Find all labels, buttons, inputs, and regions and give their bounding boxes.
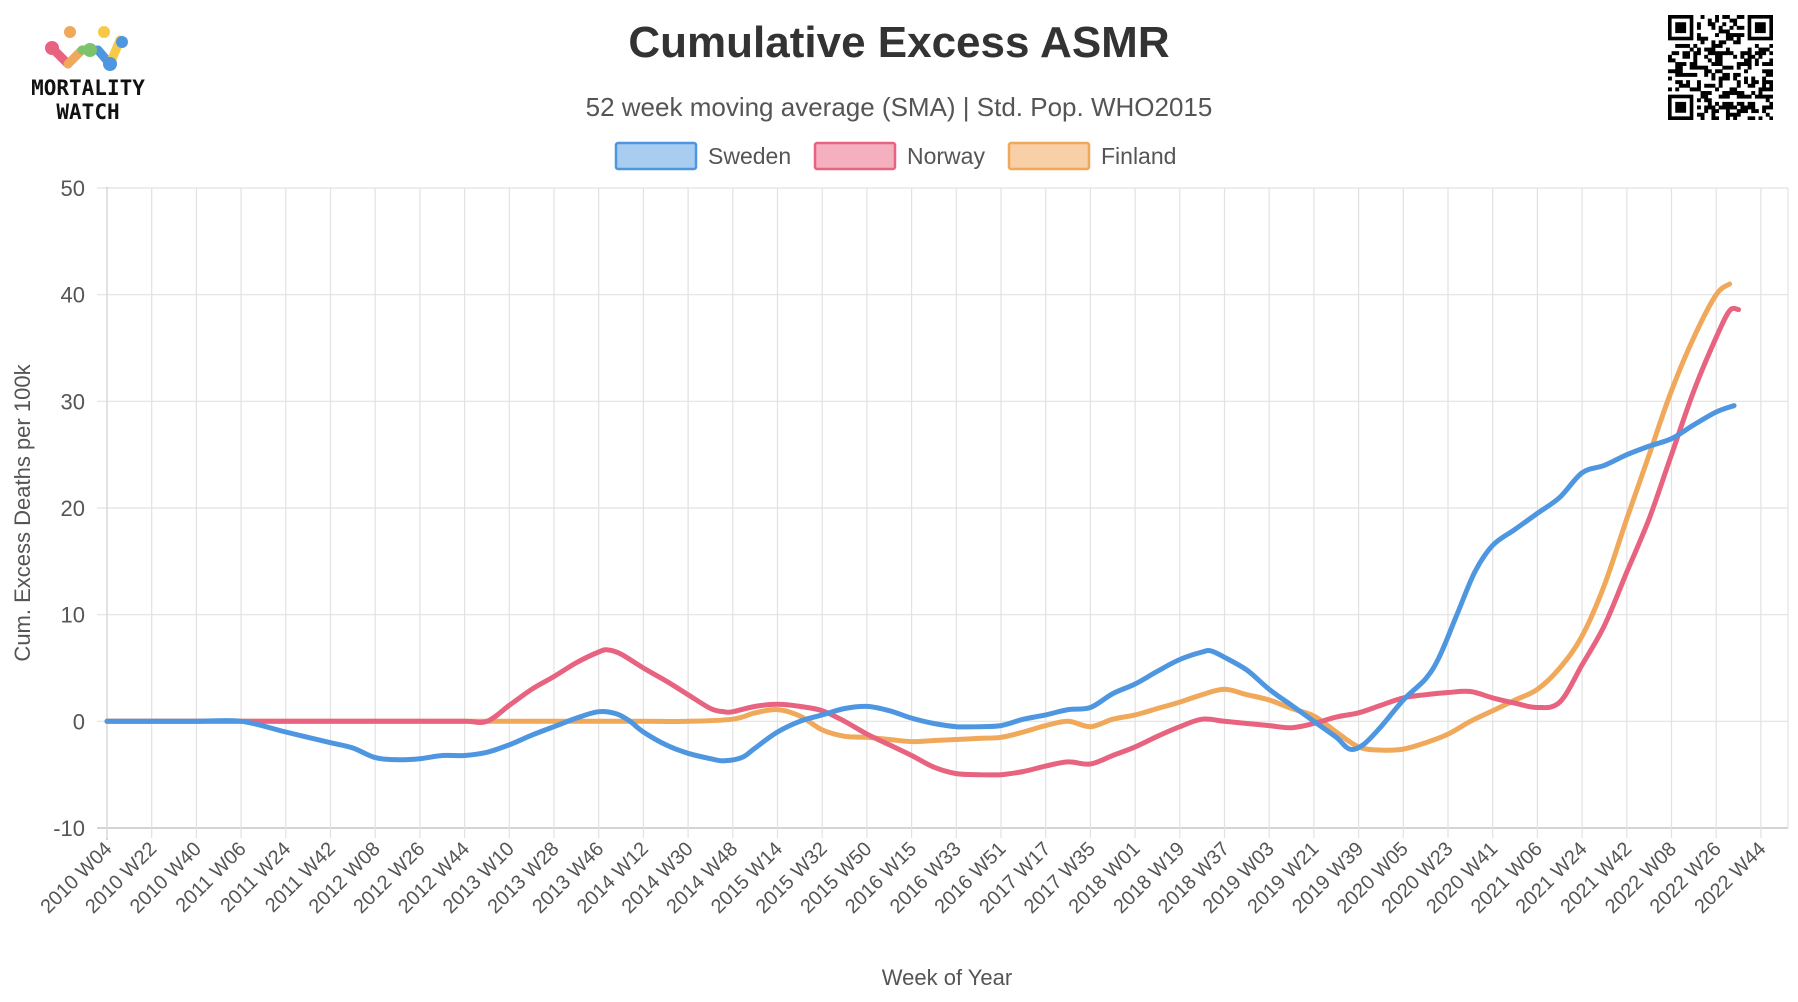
qr-code[interactable] bbox=[1668, 15, 1774, 121]
legend-item-norway[interactable]: Norway bbox=[813, 141, 985, 171]
series-line-norway[interactable] bbox=[104, 305, 1742, 778]
chart-subtitle: 52 week moving average (SMA) | Std. Pop.… bbox=[585, 92, 1213, 122]
logo-text-line2: WATCH bbox=[56, 100, 119, 124]
chart-legend[interactable]: Sweden Norway Finland bbox=[614, 141, 1176, 171]
legend-label: Sweden bbox=[708, 143, 791, 169]
y-axis-ticks: 50 40 30 20 10 0 -10 bbox=[53, 176, 85, 841]
series-line-finland[interactable] bbox=[104, 281, 1733, 753]
series-line-sweden[interactable] bbox=[104, 403, 1737, 764]
y-axis-label: Cum. Excess Deaths per 100k bbox=[10, 363, 35, 661]
legend-item-finland[interactable]: Finland bbox=[1007, 141, 1176, 171]
y-tick-label: 20 bbox=[61, 496, 85, 521]
legend-label: Norway bbox=[907, 143, 985, 169]
mortality-watch-logo: MORTALITY WATCH bbox=[10, 10, 170, 125]
legend-label: Finland bbox=[1101, 143, 1176, 169]
y-tick-label: 10 bbox=[61, 603, 85, 628]
legend-swatch bbox=[614, 141, 698, 171]
logo-text-line1: MORTALITY bbox=[31, 76, 145, 100]
legend-item-sweden[interactable]: Sweden bbox=[614, 141, 791, 171]
y-tick-label: 40 bbox=[61, 283, 85, 308]
y-tick-label: 30 bbox=[61, 389, 85, 414]
legend-swatch bbox=[1007, 141, 1091, 171]
chart-title: Cumulative Excess ASMR bbox=[628, 18, 1170, 67]
x-axis-label: Week of Year bbox=[882, 965, 1012, 990]
legend-swatch bbox=[813, 141, 897, 171]
y-tick-label: 0 bbox=[73, 709, 85, 734]
y-tick-label: -10 bbox=[53, 816, 85, 841]
chart-series bbox=[104, 281, 1742, 778]
y-tick-label: 50 bbox=[61, 176, 85, 201]
chart-grid bbox=[97, 187, 1789, 840]
